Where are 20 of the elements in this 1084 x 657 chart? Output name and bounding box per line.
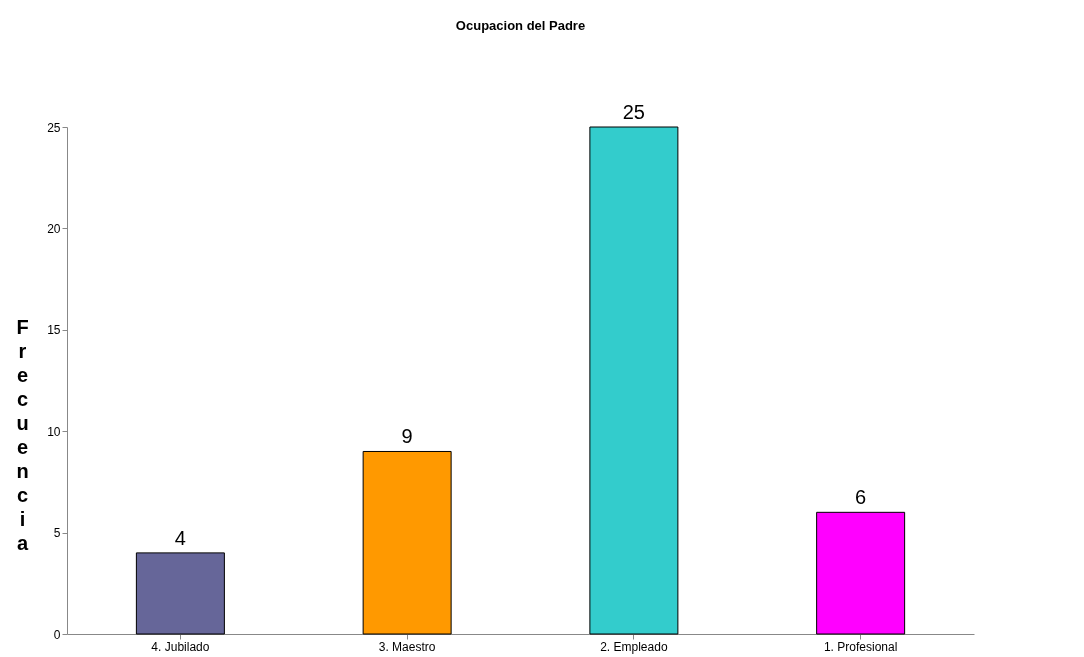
y-tick-label: 10 <box>47 424 61 439</box>
bar <box>589 126 679 635</box>
x-tick-label: 1. Profesional <box>823 639 898 654</box>
data-label: 6 <box>855 486 867 509</box>
bar <box>135 552 225 635</box>
data-label: 4 <box>174 526 186 549</box>
y-tick-label: 0 <box>53 627 61 642</box>
y-tick-label: 20 <box>47 221 61 236</box>
data-label: 25 <box>622 101 645 123</box>
x-tick-label: 4. Jubilado <box>151 639 210 654</box>
data-label: 9 <box>401 425 413 448</box>
x-tick-label: 2. Empleado <box>600 639 668 654</box>
bar <box>816 511 906 635</box>
y-tick-label: 25 <box>47 120 61 135</box>
y-tick-label: 5 <box>53 526 61 541</box>
y-tick-label: 15 <box>47 323 61 338</box>
x-tick-label: 3. Maestro <box>378 639 436 654</box>
text: Frecuencia <box>16 315 29 554</box>
chart-title: Ocupacion del Padre <box>455 18 586 33</box>
bar <box>362 450 452 635</box>
